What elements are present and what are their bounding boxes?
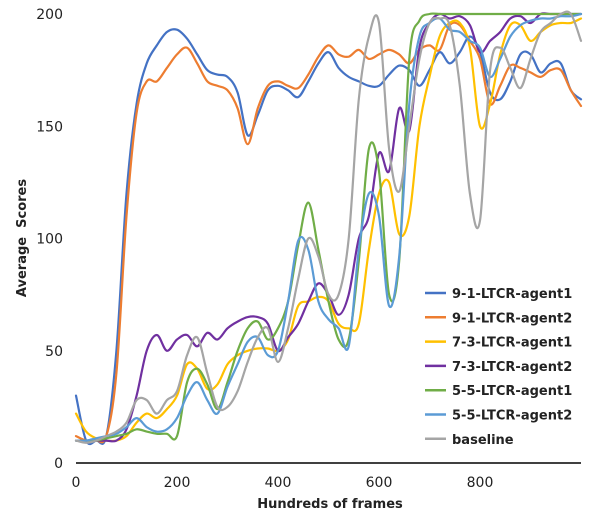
series-line-4 bbox=[74, 12, 583, 443]
y-tick-label: 50 bbox=[45, 344, 63, 360]
y-tick-label: 200 bbox=[36, 7, 63, 23]
legend-label: 5-5-LTCR-agent2 bbox=[452, 409, 572, 424]
legend-label: 9-1-LTCR-agent2 bbox=[452, 311, 572, 326]
series-line-1 bbox=[74, 28, 583, 446]
series-line-7 bbox=[74, 10, 583, 444]
legend-label: 5-5-LTCR-agent1 bbox=[452, 384, 572, 399]
x-tick-label: 800 bbox=[467, 475, 494, 491]
y-tick-label: 150 bbox=[36, 119, 63, 135]
series-line-5 bbox=[74, 12, 583, 442]
legend-label: 7-3-LTCR-agent1 bbox=[452, 336, 572, 351]
x-tick-label: 0 bbox=[72, 475, 81, 491]
x-tick-labels: 0 200 400 600 800 bbox=[72, 475, 494, 491]
y-tick-label: 100 bbox=[36, 232, 63, 248]
legend-label: 7-3-LTCR-agent2 bbox=[452, 360, 572, 375]
y-tick-labels: 0 50 100 150 200 bbox=[36, 7, 63, 472]
x-tick-label: 400 bbox=[265, 475, 292, 491]
series-lines bbox=[74, 10, 583, 446]
y-tick-label: 0 bbox=[54, 456, 63, 472]
series-line-3 bbox=[74, 17, 583, 443]
legend-label: baseline bbox=[452, 433, 514, 448]
series-line-6 bbox=[74, 12, 583, 442]
x-tick-label: 600 bbox=[366, 475, 393, 491]
legend-label: 9-1-LTCR-agent1 bbox=[452, 287, 572, 302]
series-line-2 bbox=[74, 21, 583, 444]
legend: 9-1-LTCR-agent1 9-1-LTCR-agent2 7-3-LTCR-a… bbox=[425, 287, 572, 448]
x-axis-title: Hundreds of frames bbox=[257, 497, 403, 512]
x-tick-label: 200 bbox=[164, 475, 191, 491]
y-axis-title: Average Scores bbox=[15, 179, 30, 297]
